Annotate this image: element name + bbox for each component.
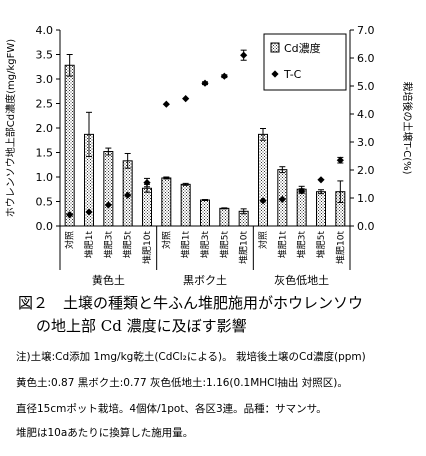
cd-bar bbox=[64, 64, 75, 227]
category-label: 堆肥5t bbox=[316, 231, 327, 259]
legend-tc-label: T-C bbox=[283, 68, 302, 81]
note-line-2: 黄色土:0.87 黒ボク土:0.77 灰色低地土:1.16(0.1MHCl抽出 … bbox=[16, 377, 348, 389]
category-label: 堆肥3t bbox=[103, 231, 114, 259]
y-axis-title: ホウレンソウ地上部Cd濃度(mg/kgFW) bbox=[4, 39, 17, 217]
group-label: 灰色低地土 bbox=[274, 273, 329, 287]
cd-bar bbox=[142, 187, 152, 227]
tc-point bbox=[220, 72, 228, 80]
category-label: 堆肥10t bbox=[142, 231, 153, 264]
note-line-1: 注)土壌:Cd添加 1mg/kg乾土(CdCl₂による)。 栽培後土壌のCd濃度… bbox=[16, 351, 366, 363]
category-label: 堆肥10t bbox=[335, 231, 346, 264]
tc-point bbox=[162, 100, 170, 108]
y-tick-label: 0.5 bbox=[36, 196, 54, 209]
axes: 0.0 0.5 1.0 1.5 2.0 2.5 3.0 3.5 4.0 0.0 1.0 2.0 3.0 4… bbox=[4, 24, 414, 233]
tc-point bbox=[336, 156, 344, 164]
y2-tick-label: 2.0 bbox=[357, 164, 375, 177]
category-labels: 対照 堆肥1t 堆肥3t 堆肥5t 堆肥10t 対照 堆肥1t 堆肥3t 堆肥5t 堆肥10t 対照… bbox=[59, 226, 351, 287]
y-tick-label: 3.5 bbox=[36, 49, 54, 62]
y2-tick-label: 0.0 bbox=[357, 220, 375, 233]
y2-axis-title: 栽培後の土壌T-C(%) bbox=[401, 81, 414, 174]
cd-bar bbox=[103, 151, 114, 227]
chart: 0.0 0.5 1.0 1.5 2.0 2.5 3.0 3.5 4.0 0.0 1.0 2.0 3.0 4… bbox=[4, 24, 414, 287]
tc-point bbox=[278, 195, 286, 203]
tc-point bbox=[298, 187, 306, 195]
group-label: 黒ボク土 bbox=[183, 274, 227, 287]
y-tick-label: 0.0 bbox=[36, 220, 54, 233]
cd-bar bbox=[296, 188, 307, 227]
tc-point bbox=[66, 211, 74, 219]
y2-tick-label: 3.0 bbox=[357, 136, 375, 149]
caption-line-2: の地上部 Cd 濃度に及ぼす影響 bbox=[36, 317, 247, 335]
tc-markers bbox=[66, 49, 344, 219]
note-line-3: 直径15cmポット栽培。4個体/1pot、各区3連。品種：サマンサ。 bbox=[16, 403, 327, 415]
tc-point bbox=[124, 191, 132, 199]
y-tick-label: 2.5 bbox=[36, 98, 54, 111]
y-tick-label: 1.0 bbox=[36, 171, 54, 184]
category-label: 堆肥10t bbox=[239, 231, 250, 264]
note-line-4: 堆肥は10aあたりに換算した施用量。 bbox=[16, 427, 194, 439]
y2-tick-label: 4.0 bbox=[357, 108, 375, 121]
category-label: 対照 bbox=[257, 231, 269, 249]
figure-caption: 図２ 土壌の種類と牛ふん堆肥施用がホウレンソウ の地上部 Cd 濃度に及ぼす影響 bbox=[18, 292, 422, 338]
tc-point bbox=[240, 51, 248, 59]
y-tick-label: 1.5 bbox=[36, 147, 54, 160]
category-label: 堆肥5t bbox=[219, 231, 230, 259]
category-label: 堆肥3t bbox=[297, 231, 308, 259]
tc-point bbox=[259, 197, 267, 205]
y2-tick-label: 5.0 bbox=[357, 80, 375, 93]
cd-bar bbox=[200, 199, 210, 227]
y2-tick-label: 6.0 bbox=[357, 52, 375, 65]
cd-bar bbox=[316, 191, 326, 227]
category-label: 対照 bbox=[160, 231, 172, 249]
tc-point bbox=[143, 179, 151, 187]
legend-cd-swatch bbox=[270, 42, 280, 53]
category-label: 堆肥1t bbox=[277, 231, 288, 259]
category-label: 堆肥3t bbox=[200, 231, 211, 259]
cd-bar bbox=[258, 133, 268, 227]
cd-bar bbox=[161, 177, 172, 227]
y-tick-label: 2.0 bbox=[36, 122, 54, 135]
cd-bar bbox=[219, 207, 230, 227]
caption-line-1: 図２ 土壌の種類と牛ふん堆肥施用がホウレンソウ bbox=[18, 294, 364, 312]
tc-point bbox=[201, 79, 209, 87]
legend-cd-label: Cd濃度 bbox=[284, 41, 321, 55]
legend: Cd濃度 T-C bbox=[263, 33, 347, 91]
tc-point bbox=[317, 176, 325, 184]
category-label: 対照 bbox=[64, 231, 76, 249]
y2-tick-label: 7.0 bbox=[357, 24, 375, 37]
category-label: 堆肥5t bbox=[123, 231, 134, 259]
category-label: 堆肥1t bbox=[181, 231, 192, 259]
tc-point bbox=[85, 208, 93, 216]
category-label: 堆肥1t bbox=[84, 231, 95, 259]
tc-point bbox=[182, 95, 190, 103]
y2-tick-label: 1.0 bbox=[357, 192, 375, 205]
legend-tc-marker bbox=[271, 70, 279, 78]
tc-point bbox=[104, 201, 112, 209]
group-label: 黄色土 bbox=[92, 273, 125, 287]
y-tick-label: 3.0 bbox=[36, 73, 54, 86]
cd-bar bbox=[180, 183, 191, 227]
y-tick-label: 4.0 bbox=[36, 24, 54, 37]
